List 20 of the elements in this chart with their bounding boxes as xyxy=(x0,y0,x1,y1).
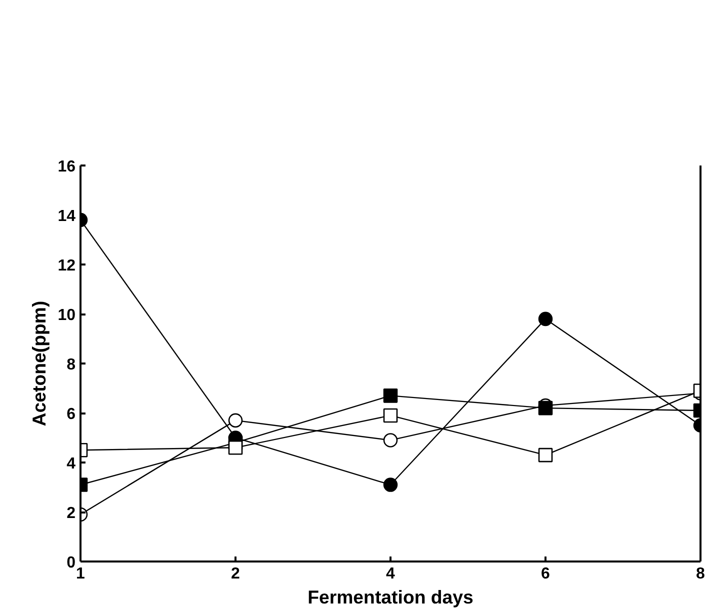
x-tick-label: 8 xyxy=(696,566,706,582)
y-axis-title: Acetone(ppm) xyxy=(28,300,50,426)
x-tick-label: 2 xyxy=(231,566,240,582)
y-tick-label: 8 xyxy=(66,356,76,374)
x-axis-title: Fermentation days xyxy=(308,586,474,608)
x-tick-label: 4 xyxy=(386,566,396,582)
point xyxy=(383,408,398,423)
x-tick-label: 1 xyxy=(76,566,86,582)
y-tick-label: 4 xyxy=(66,456,76,472)
point xyxy=(383,388,398,403)
point xyxy=(383,433,398,448)
y-tick-label: 0 xyxy=(66,554,76,572)
y-tick-label: 14 xyxy=(58,208,76,225)
y-tick-label: 2 xyxy=(66,505,76,522)
point xyxy=(383,478,398,492)
y-tick-label: 10 xyxy=(58,307,76,324)
x-tick-label: 6 xyxy=(541,566,550,582)
y-tick-label: 16 xyxy=(58,158,76,176)
y-tick-label: 12 xyxy=(58,258,76,274)
y-tick-label: 6 xyxy=(66,406,76,423)
